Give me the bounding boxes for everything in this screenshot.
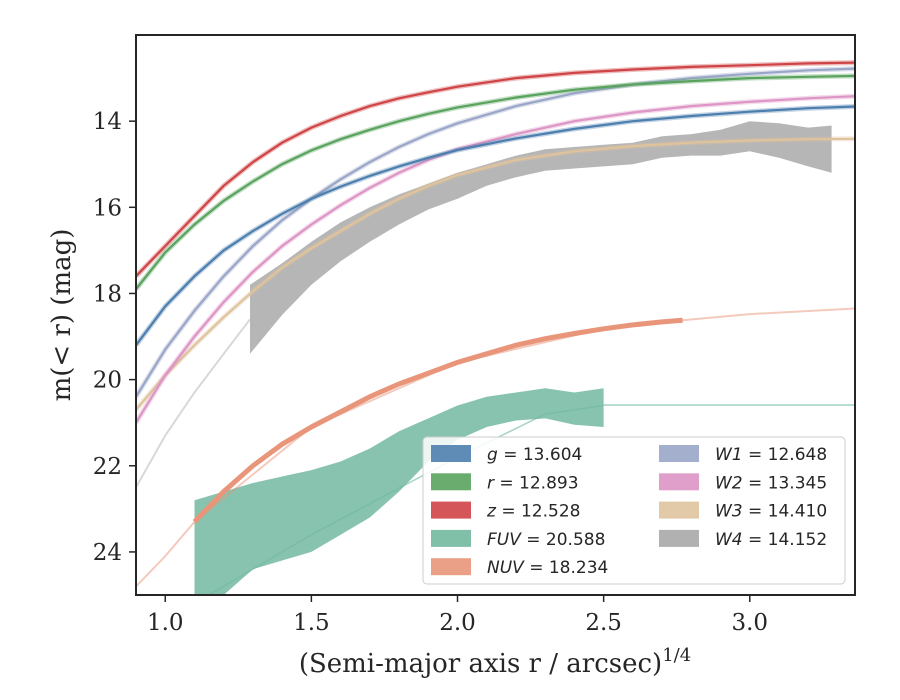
series-w4-extrapolation xyxy=(136,318,251,488)
series-g-line xyxy=(136,105,855,346)
legend-swatch xyxy=(659,501,699,519)
series-w4-band xyxy=(250,121,832,354)
y-tick-label: 22 xyxy=(93,454,122,480)
legend-swatch xyxy=(431,501,471,519)
legend-label: FUV = 20.588 xyxy=(487,530,605,550)
legend-label: W3 = 14.410 xyxy=(715,502,827,522)
x-tick-label: 1.5 xyxy=(293,610,330,636)
legend-swatch xyxy=(431,473,471,491)
legend-label: g = 13.604 xyxy=(487,445,582,465)
legend-label: W4 = 14.152 xyxy=(715,530,827,550)
series-w2-line xyxy=(136,95,855,424)
x-tick-label: 1.0 xyxy=(147,610,184,636)
legend-swatch xyxy=(659,445,699,462)
series-w1-line xyxy=(136,67,855,398)
x-axis-title-exponent: 1/4 xyxy=(662,645,691,666)
series-z-line xyxy=(136,61,855,277)
legend-swatch xyxy=(431,445,471,462)
plot-frame xyxy=(135,34,856,596)
plot-area xyxy=(136,60,855,595)
legend-box xyxy=(422,436,846,585)
y-tick-label: 14 xyxy=(93,109,122,135)
axes: 1.0 1.5 2.0 2.5 3.0 14 16 18 20 22 24 xyxy=(93,109,768,636)
x-axis-title-text: (Semi-major axis r / arcsec) xyxy=(299,649,662,679)
legend-swatch xyxy=(659,473,699,491)
legend-label: W1 = 12.648 xyxy=(715,445,827,465)
legend-label: NUV = 18.234 xyxy=(487,558,608,578)
legend-swatch xyxy=(431,529,471,547)
legend-swatch xyxy=(659,529,699,547)
legend-label: W2 = 13.345 xyxy=(715,473,827,493)
legend-label: r = 12.893 xyxy=(487,473,579,493)
x-tick-label: 3.0 xyxy=(731,610,768,636)
legend: g = 13.604 r = 12.893 z = 12.528 FUV = 20.5… xyxy=(422,436,846,585)
y-axis-title: m(< r) (mag) xyxy=(47,229,77,402)
x-tick-label: 2.0 xyxy=(439,610,476,636)
y-tick-label: 20 xyxy=(93,368,122,394)
x-tick-label: 2.5 xyxy=(585,610,622,636)
legend-swatch xyxy=(431,558,471,576)
y-tick-label: 24 xyxy=(93,540,122,566)
series-r-line xyxy=(136,74,855,290)
series-w1-band xyxy=(136,66,855,399)
series-nuv-line xyxy=(192,317,683,524)
y-tick-label: 18 xyxy=(93,281,122,307)
series-w3-line xyxy=(136,137,855,411)
x-axis-title: (Semi-major axis r / arcsec)1/4 xyxy=(299,645,691,679)
y-tick-label: 16 xyxy=(93,195,122,221)
legend-label: z = 12.528 xyxy=(486,502,580,522)
